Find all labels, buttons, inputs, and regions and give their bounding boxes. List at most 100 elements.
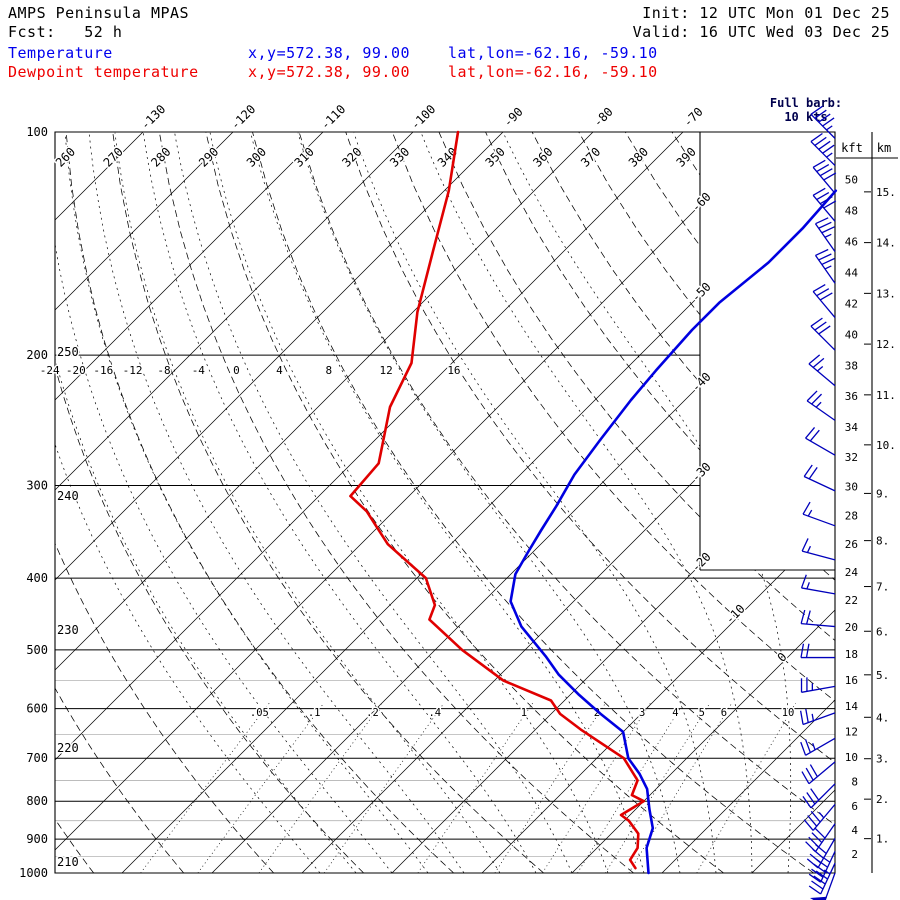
svg-text:4: 4	[276, 364, 283, 377]
svg-text:8: 8	[325, 364, 332, 377]
svg-text:10: 10	[845, 751, 858, 764]
svg-text:-120: -120	[228, 102, 258, 132]
svg-text:46: 46	[845, 236, 858, 249]
svg-text:300: 300	[244, 145, 269, 170]
temperature-xy: x,y=572.38, 99.00	[248, 44, 411, 62]
svg-text:34: 34	[845, 421, 859, 434]
svg-text:.1: .1	[308, 707, 321, 719]
svg-text:38: 38	[845, 359, 858, 372]
svg-text:200: 200	[26, 348, 48, 362]
svg-text:8: 8	[851, 776, 858, 789]
svg-text:240: 240	[57, 489, 79, 503]
pressure-lines	[55, 132, 835, 873]
svg-text:20: 20	[845, 621, 858, 634]
svg-text:42: 42	[845, 297, 858, 310]
svg-text:36: 36	[845, 390, 858, 403]
svg-text:12.: 12.	[876, 338, 896, 351]
svg-text:2: 2	[594, 707, 600, 719]
svg-text:7.: 7.	[876, 581, 889, 594]
svg-text:kft: kft	[841, 141, 863, 155]
mixing-ratio-lines	[140, 702, 796, 873]
isotherms	[55, 132, 835, 873]
svg-text:2.: 2.	[876, 793, 889, 806]
svg-text:24: 24	[845, 566, 859, 579]
svg-text:320: 320	[339, 145, 364, 170]
svg-text:28: 28	[845, 510, 858, 523]
dewpoint-temperature-curve	[349, 130, 646, 870]
svg-text:100: 100	[26, 125, 48, 139]
svg-text:-30: -30	[689, 460, 714, 485]
dewpoint-legend-label: Dewpoint temperature	[8, 63, 199, 81]
barb-legend-line1: Full barb:	[769, 96, 843, 110]
svg-text:14: 14	[845, 700, 859, 713]
svg-text:12: 12	[845, 726, 858, 739]
svg-text:4.: 4.	[876, 711, 889, 724]
svg-text:-130: -130	[138, 102, 168, 132]
temperature-curve	[509, 189, 838, 875]
svg-text:300: 300	[26, 479, 48, 493]
svg-text:-20: -20	[66, 364, 86, 377]
svg-text:16: 16	[845, 674, 858, 687]
svg-text:12: 12	[380, 364, 393, 377]
svg-text:44: 44	[845, 266, 859, 279]
dry-adiabats	[55, 132, 835, 873]
svg-text:-60: -60	[689, 190, 714, 215]
svg-text:4: 4	[851, 824, 858, 837]
svg-text:390: 390	[674, 145, 699, 170]
svg-text:9.: 9.	[876, 487, 889, 500]
svg-text:10.: 10.	[876, 439, 896, 452]
svg-text:15.: 15.	[876, 186, 896, 199]
svg-text:700: 700	[26, 751, 48, 765]
svg-text:km: km	[877, 141, 891, 155]
svg-text:13.: 13.	[876, 287, 896, 300]
svg-text:26: 26	[845, 538, 858, 551]
svg-text:3.: 3.	[876, 753, 889, 766]
svg-text:4: 4	[672, 707, 678, 719]
svg-text:-100: -100	[408, 102, 438, 132]
dewpoint-xy: x,y=572.38, 99.00	[248, 63, 411, 81]
svg-text:500: 500	[26, 643, 48, 657]
svg-text:32: 32	[845, 451, 858, 464]
svg-text:-8: -8	[157, 364, 170, 377]
svg-text:5.: 5.	[876, 669, 889, 682]
svg-text:6.: 6.	[876, 625, 889, 638]
wind-barbs	[799, 105, 837, 900]
svg-text:310: 310	[292, 145, 317, 170]
svg-text:.2: .2	[366, 707, 379, 719]
svg-text:0: 0	[233, 364, 240, 377]
svg-text:16: 16	[447, 364, 460, 377]
svg-text:370: 370	[578, 145, 603, 170]
svg-text:14.: 14.	[876, 237, 896, 250]
svg-text:800: 800	[26, 794, 48, 808]
dewpoint-latlon: lat,lon=-62.16, -59.10	[448, 63, 658, 81]
svg-text:360: 360	[530, 145, 555, 170]
svg-text:40: 40	[845, 328, 858, 341]
svg-text:-16: -16	[93, 364, 113, 377]
svg-text:-50: -50	[689, 280, 714, 305]
svg-text:.4: .4	[428, 707, 441, 719]
minor-pressure-lines	[55, 680, 835, 857]
svg-text:290: 290	[196, 145, 221, 170]
model-title: AMPS Peninsula MPAS	[8, 4, 190, 22]
svg-text:380: 380	[626, 145, 651, 170]
svg-text:330: 330	[387, 145, 412, 170]
svg-text:1000: 1000	[19, 866, 48, 880]
svg-text:5: 5	[699, 707, 705, 719]
svg-text:6: 6	[851, 800, 858, 813]
svg-text:2: 2	[851, 848, 858, 861]
temperature-legend-label: Temperature	[8, 44, 113, 62]
svg-text:3: 3	[639, 707, 645, 719]
svg-text:260: 260	[53, 145, 78, 170]
svg-text:210: 210	[57, 855, 79, 869]
svg-text:18: 18	[845, 648, 858, 661]
svg-text:600: 600	[26, 702, 48, 716]
svg-text:270: 270	[101, 145, 126, 170]
svg-text:-40: -40	[689, 370, 714, 395]
svg-text:22: 22	[845, 594, 858, 607]
svg-text:10: 10	[782, 707, 795, 719]
svg-text:1: 1	[521, 707, 527, 719]
svg-text:-20: -20	[689, 550, 714, 575]
